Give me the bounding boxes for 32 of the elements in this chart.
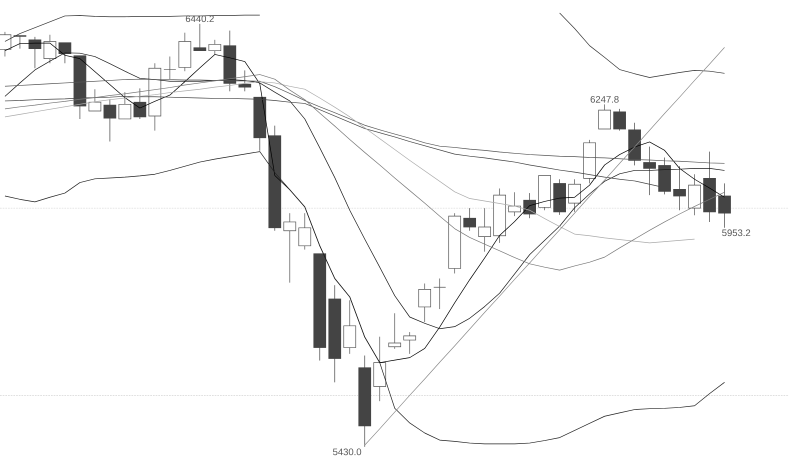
- candlestick: [238, 70, 252, 92]
- candlestick: [478, 208, 492, 252]
- text: 5430.0: [332, 448, 362, 456]
- candlestick: [208, 39, 222, 55]
- candlestick: [44, 34, 56, 64]
- candlestick: [28, 36, 42, 69]
- annotation: 6440.2: [186, 15, 214, 22]
- candlestick: [88, 88, 102, 112]
- candlestick: [298, 212, 312, 250]
- candlestick: [193, 23, 206, 52]
- annotation: 6247.8: [590, 96, 619, 103]
- candlestick: [568, 178, 581, 212]
- candlestick: [613, 108, 626, 132]
- candlestick: [283, 212, 296, 284]
- candlestick: [388, 312, 402, 350]
- candlestick: [673, 166, 686, 211]
- candlestick: [433, 278, 446, 310]
- candlestick: [598, 104, 611, 130]
- candlestick: [463, 208, 476, 232]
- candlestick: [118, 92, 132, 120]
- annotation: 5953.2: [722, 229, 750, 236]
- candlestick: [104, 98, 116, 142]
- candlestick: [718, 183, 731, 228]
- candlestick: [343, 300, 356, 354]
- candlestick: [373, 336, 386, 402]
- candlestick: [14, 35, 26, 49]
- candlestick: [418, 283, 432, 322]
- candlestick: [688, 174, 701, 216]
- candlestick: [0, 32, 12, 57]
- candlestick: [403, 332, 416, 354]
- candlestick: [58, 42, 72, 64]
- candlestick: [508, 192, 522, 216]
